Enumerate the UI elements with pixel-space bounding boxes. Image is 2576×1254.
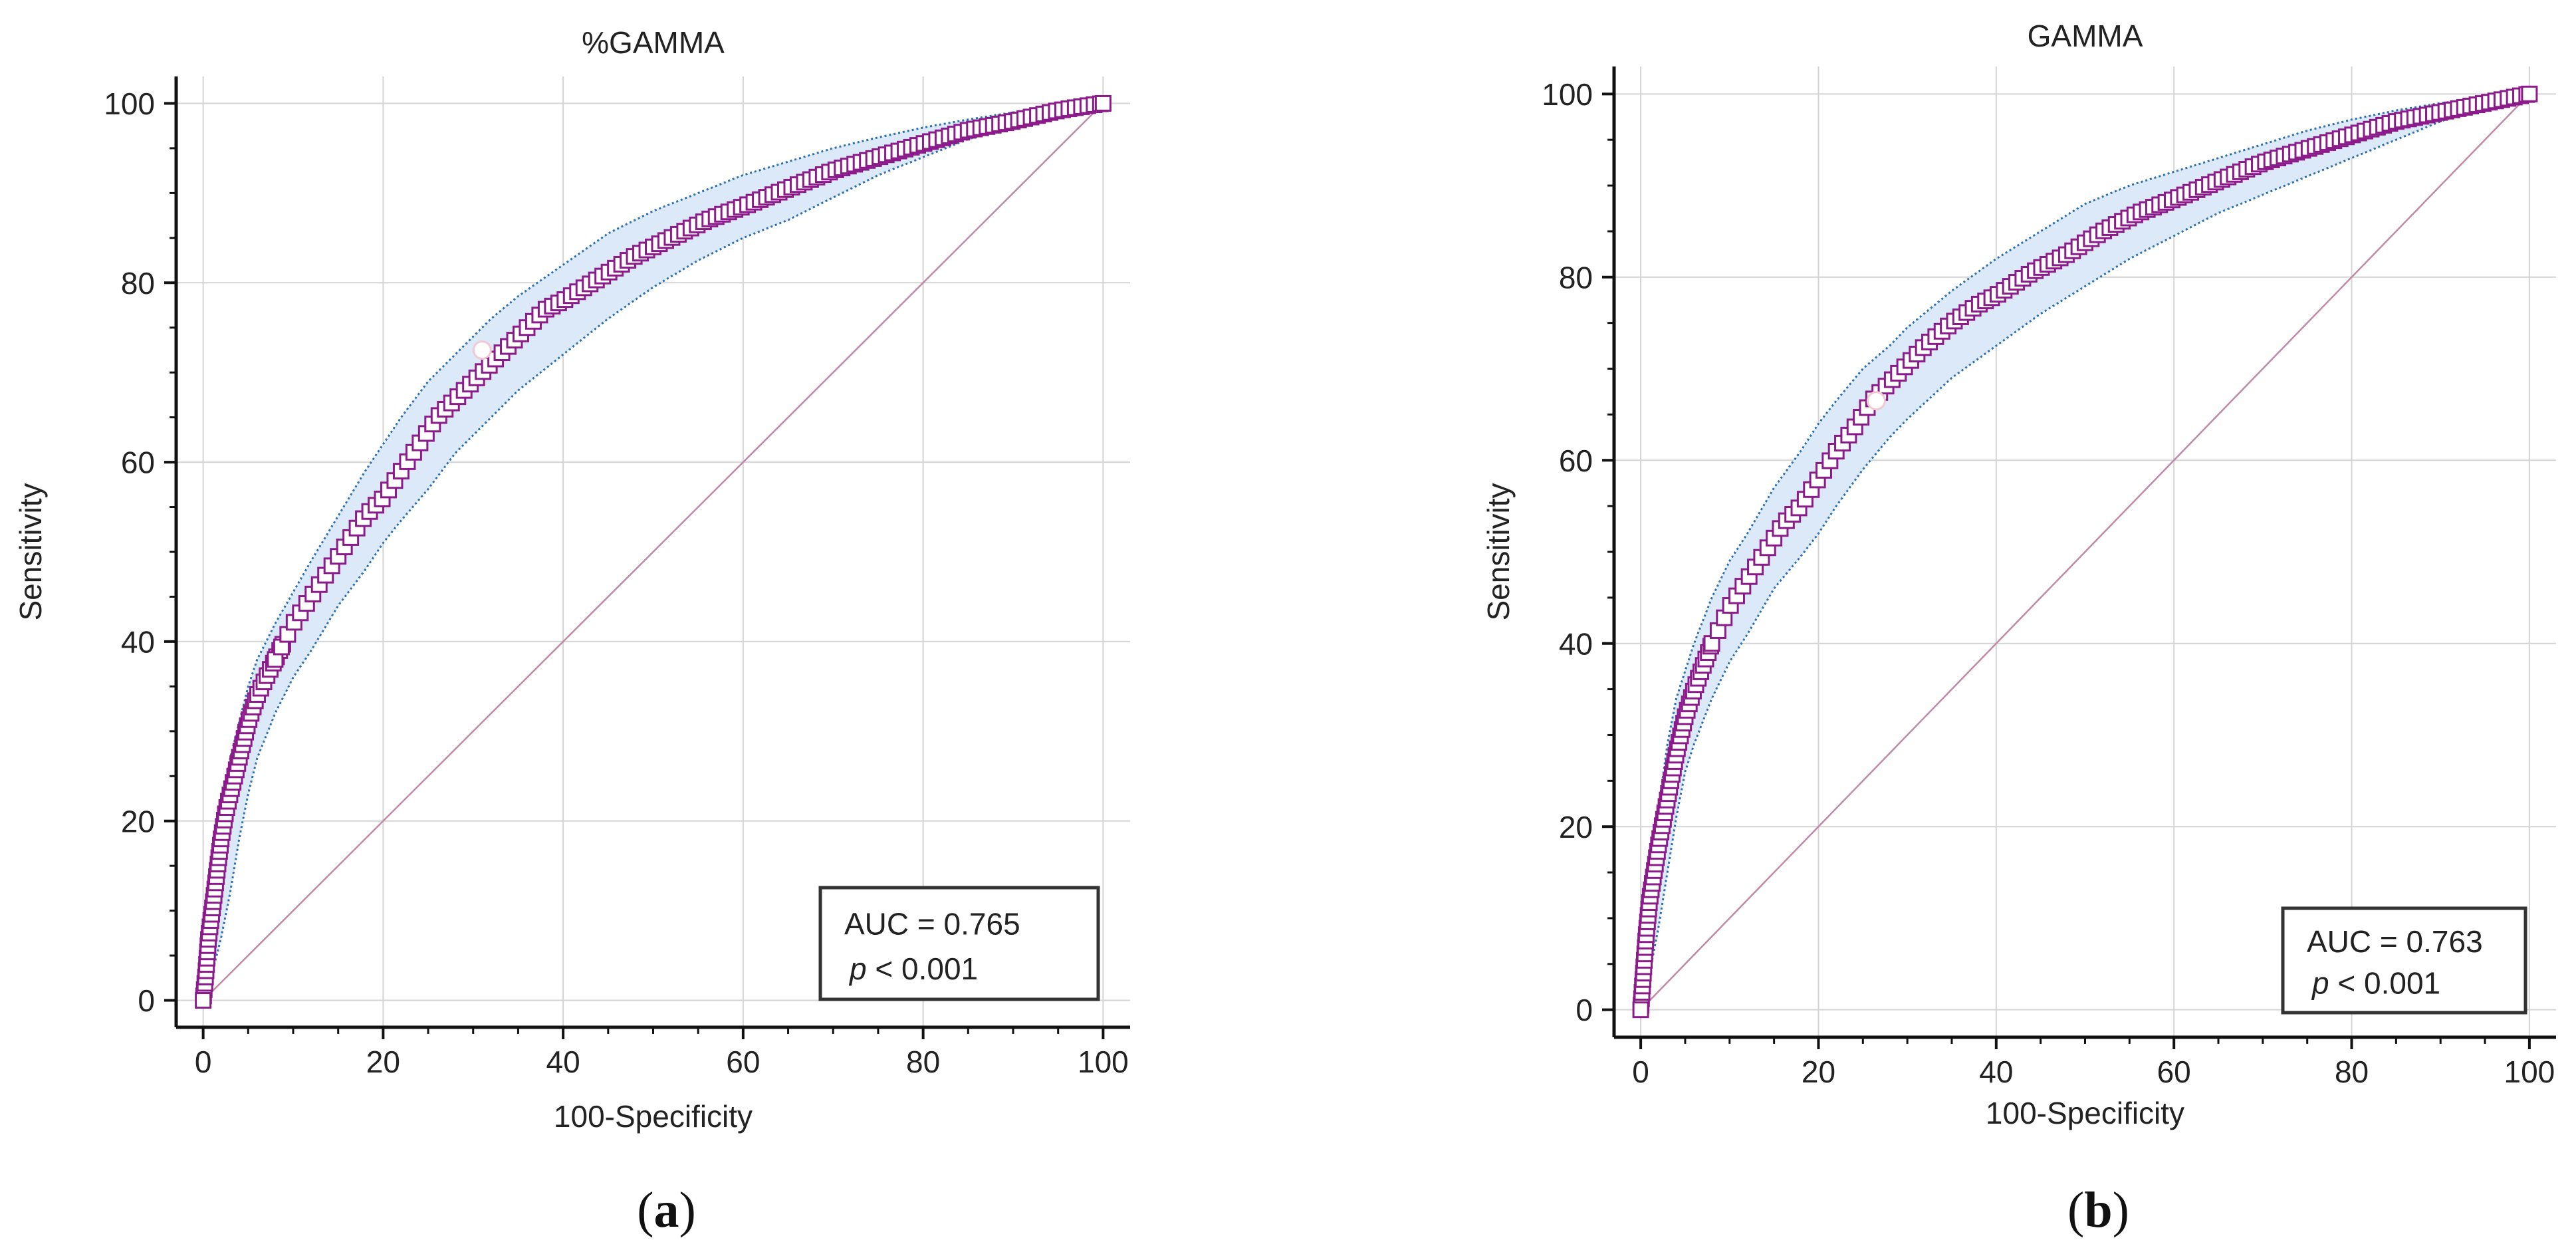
confidence-band <box>1641 94 2529 1010</box>
optimal-cutoff-marker <box>472 340 492 360</box>
optimal-cutoff-marker <box>1866 391 1886 411</box>
panel-letter: a <box>654 1182 679 1238</box>
x-tick-label: 80 <box>906 1045 940 1079</box>
x-tick-label: 20 <box>1802 1055 1835 1089</box>
roc-point <box>2521 85 2538 102</box>
reference-diagonal <box>1640 93 2530 1011</box>
p-value-rest: < 0.001 <box>2329 966 2441 1001</box>
ci-lower-line <box>202 102 1104 1001</box>
panel-letter: b <box>2084 1182 2112 1238</box>
y-tick-label: 100 <box>104 86 155 121</box>
y-tick-label: 60 <box>121 445 155 480</box>
p-value-text: p < 0.001 <box>848 951 978 986</box>
x-tick-label: 100 <box>1078 1045 1129 1079</box>
y-tick-label: 80 <box>121 266 155 301</box>
chart-title: %GAMMA <box>582 25 725 60</box>
x-tick-label: 20 <box>366 1045 400 1079</box>
roc-point <box>1094 94 1112 112</box>
roc-curve-markers <box>1632 85 2538 1019</box>
x-tick-label: 40 <box>1979 1055 2013 1089</box>
y-tick-label: 0 <box>1576 993 1593 1027</box>
y-tick-label: 20 <box>121 804 155 838</box>
panel-caption: (a) <box>637 1182 696 1238</box>
x-axis-label: 100-Specificity <box>1986 1096 2184 1130</box>
auc-value-text: AUC = 0.765 <box>844 907 1020 941</box>
p-value-rest: < 0.001 <box>867 951 979 986</box>
roc-panel-b: 0 20 40 60 80 100 0 20 40 60 80 100 GAMMA 100-Specifi… <box>1481 19 2556 1238</box>
x-tick-label: 0 <box>195 1045 212 1079</box>
x-tick-label: 100 <box>2504 1055 2555 1089</box>
roc-curve-markers <box>195 94 1112 1009</box>
auc-annotation-box <box>818 886 1100 1001</box>
reference-diagonal <box>202 102 1104 1001</box>
auc-annotation-box <box>2281 906 2527 1015</box>
y-tick-label: 20 <box>1559 810 1593 844</box>
y-tick-label: 60 <box>1559 443 1593 478</box>
auc-value-text: AUC = 0.763 <box>2307 924 2483 959</box>
ci-upper-line <box>202 102 1104 1001</box>
ci-upper-line <box>1639 92 2530 1010</box>
y-tick-label: 40 <box>1559 626 1593 661</box>
x-axis-label: 100-Specificity <box>554 1099 753 1134</box>
p-symbol: p <box>848 951 867 986</box>
y-tick-label: 100 <box>1542 77 1593 112</box>
y-axis-label: Sensitivity <box>13 483 48 620</box>
p-symbol: p <box>2311 966 2329 1001</box>
x-tick-label: 40 <box>546 1045 580 1079</box>
chart-title: GAMMA <box>2028 19 2143 53</box>
x-tick-label: 80 <box>2335 1055 2369 1089</box>
roc-point <box>195 992 212 1009</box>
panel-caption: (b) <box>2067 1182 2129 1238</box>
roc-panel-a: 0 20 40 60 80 100 0 20 40 60 80 100 %GAMMA 100-Specif… <box>13 25 1130 1238</box>
p-value-text: p < 0.001 <box>2311 966 2440 1001</box>
roc-point <box>1632 1001 1649 1019</box>
x-tick-label: 60 <box>726 1045 760 1079</box>
confidence-band <box>203 103 1104 1001</box>
ci-lower-line <box>1639 92 2530 1011</box>
y-tick-label: 0 <box>138 983 155 1018</box>
y-axis-label: Sensitivity <box>1481 483 1516 620</box>
y-tick-label: 80 <box>1559 260 1593 295</box>
x-tick-label: 0 <box>1632 1055 1649 1089</box>
x-tick-label: 60 <box>2157 1055 2191 1089</box>
y-tick-label: 40 <box>121 624 155 659</box>
